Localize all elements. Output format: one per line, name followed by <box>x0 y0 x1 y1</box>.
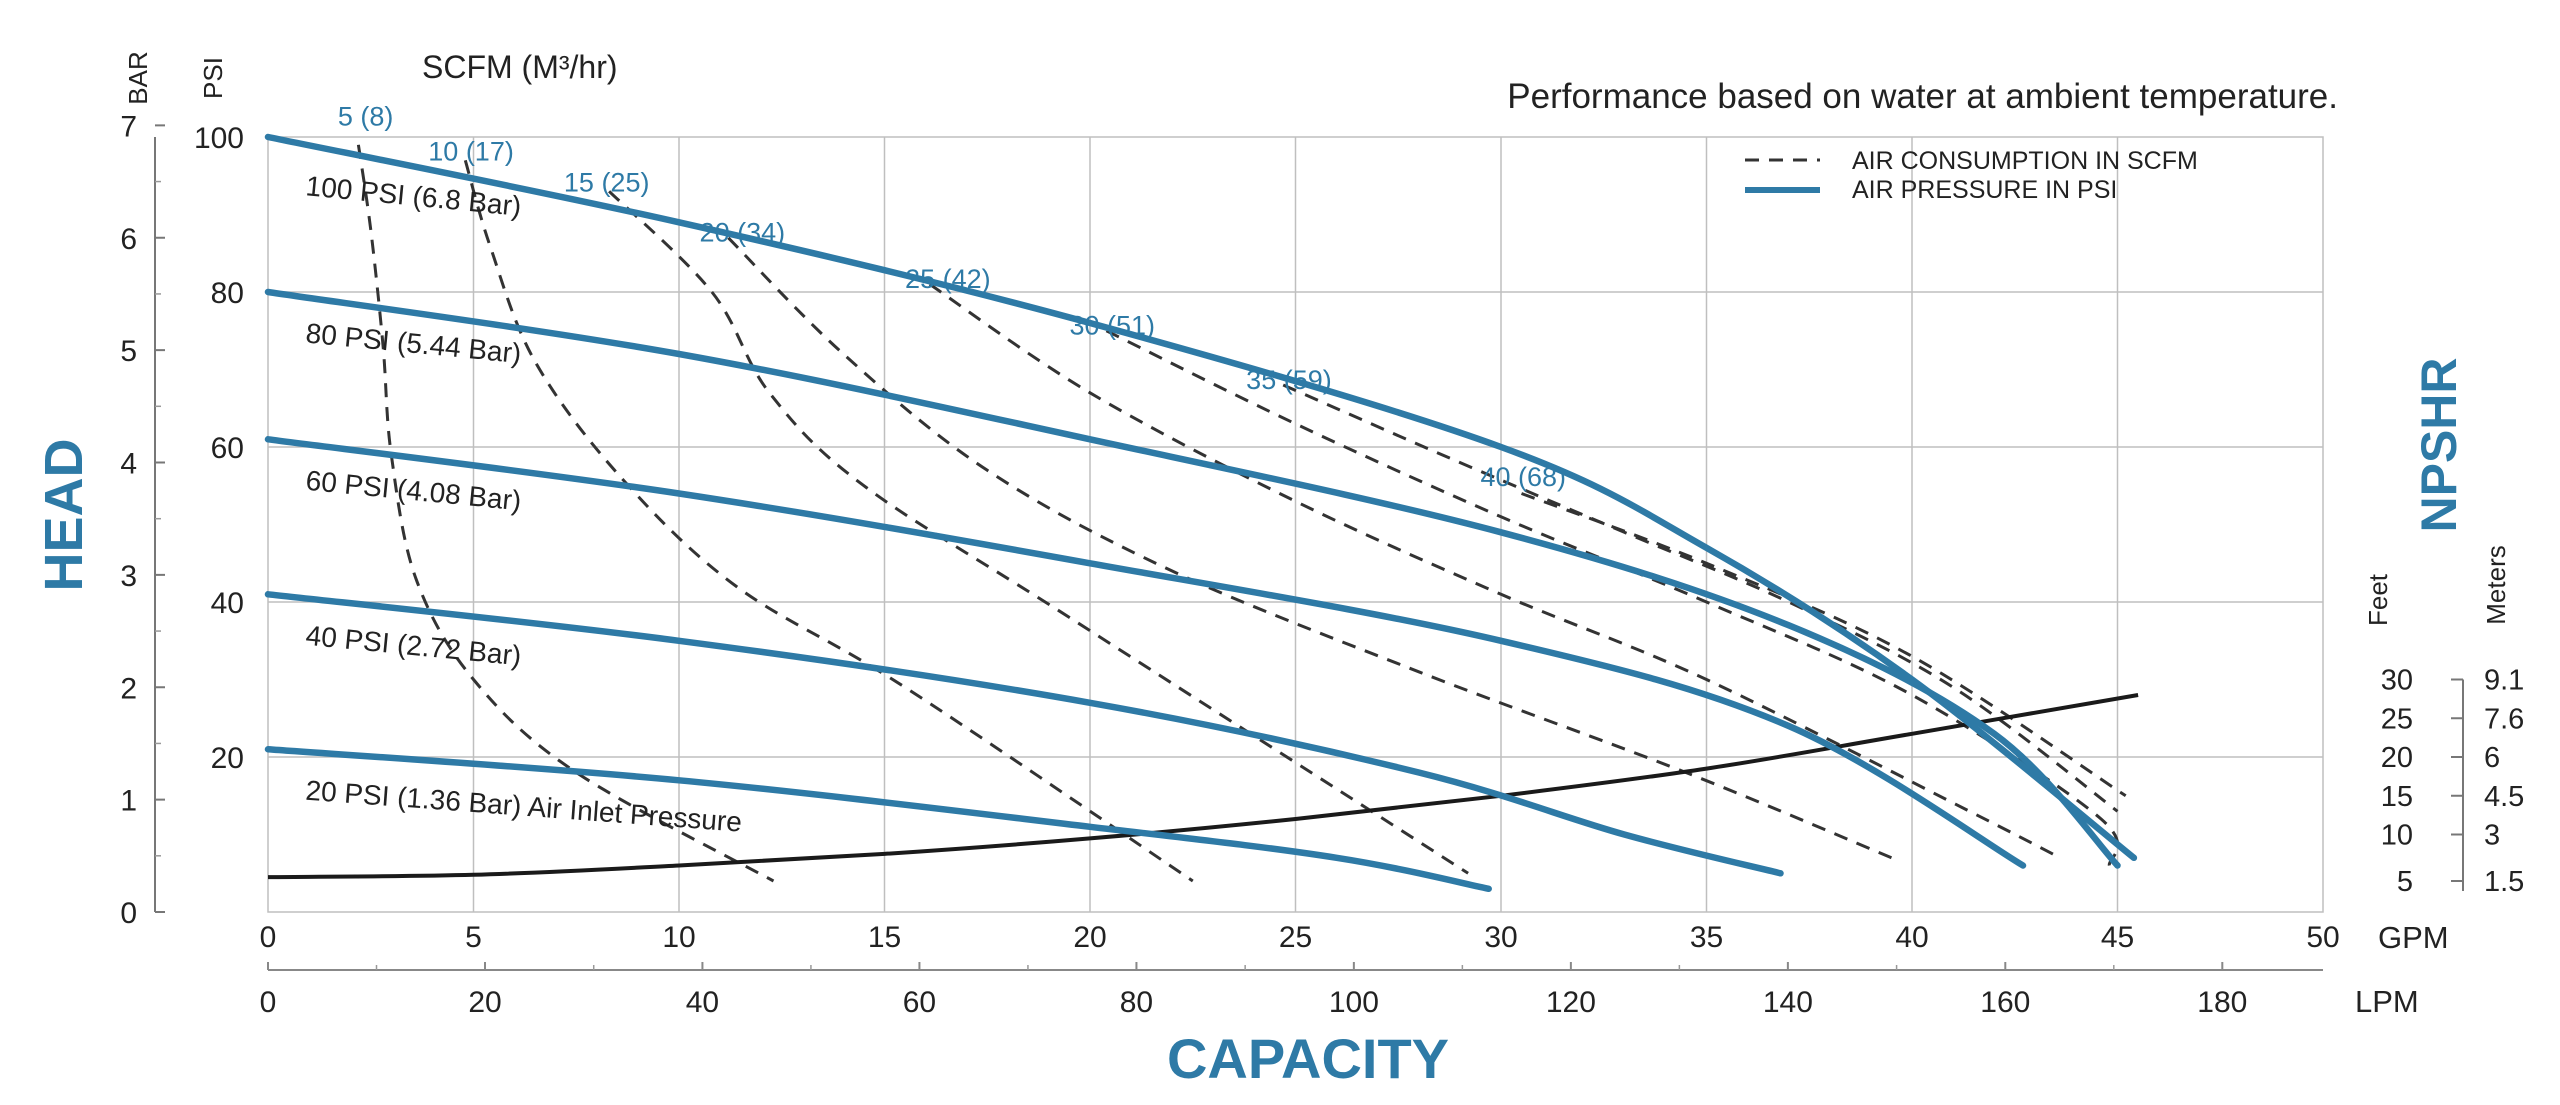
axis-layer <box>154 124 2464 971</box>
consumption-curve <box>1105 329 2120 866</box>
lpm-tick-label: 100 <box>1329 986 1379 1019</box>
pressure-curve-label: 60 PSI (4.08 Bar) <box>304 465 522 517</box>
lpm-unit-label: LPM <box>2355 984 2419 1019</box>
psi-tick-label: 100 <box>194 122 244 155</box>
bar-tick-label: 5 <box>120 335 137 368</box>
bar-tick-label: 4 <box>120 448 137 481</box>
gpm-tick-label: 35 <box>1690 921 1723 954</box>
consumption-curve <box>608 190 1469 875</box>
psi-tick-label: 40 <box>211 587 244 620</box>
lpm-tick-label: 60 <box>903 986 936 1019</box>
y-axis-title: HEAD <box>34 438 94 591</box>
pressure-curve-label: 20 PSI (1.36 Bar) Air Inlet Pressure <box>305 775 743 838</box>
consumption-curve-label: 35 (59) <box>1246 365 1332 395</box>
npshr-meters-label: 3 <box>2484 820 2500 852</box>
npshr-feet-label: 30 <box>2381 665 2413 697</box>
consumption-curve-label: 20 (34) <box>700 218 786 248</box>
lpm-tick-label: 80 <box>1120 986 1153 1019</box>
pressure-curve <box>264 746 1492 893</box>
gpm-tick-label: 30 <box>1484 921 1517 954</box>
scfm-header: SCFM (M³/hr) <box>422 49 618 85</box>
pressure-curve-label: 40 PSI (2.72 Bar) <box>304 620 522 672</box>
gpm-tick-label: 10 <box>662 921 695 954</box>
legend-label-consumption: AIR CONSUMPTION IN SCFM <box>1852 147 2198 175</box>
gpm-tick-label: 50 <box>2306 921 2339 954</box>
npshr-meters-unit: Meters <box>2481 545 2511 624</box>
legend: AIR CONSUMPTION IN SCFM AIR PRESSURE IN … <box>1745 147 2198 204</box>
lpm-tick-label: 120 <box>1546 986 1596 1019</box>
legend-label-pressure: AIR PRESSURE IN PSI <box>1852 176 2117 204</box>
pressure-curve <box>264 591 1784 877</box>
gpm-tick-label: 40 <box>1895 921 1928 954</box>
consumption-curve <box>1282 383 2119 813</box>
npshr-meters-label: 6 <box>2484 742 2500 774</box>
lpm-tick-label: 160 <box>1980 986 2030 1019</box>
consumption-curve <box>928 283 2061 860</box>
consumption-curve <box>356 144 775 883</box>
npshr-meters-label: 1.5 <box>2484 866 2524 898</box>
bar-tick-label: 2 <box>120 672 137 705</box>
gpm-unit-label: GPM <box>2378 920 2449 955</box>
bar-tick-label: 6 <box>120 223 137 256</box>
pressure-curve <box>264 288 2121 869</box>
npshr-feet-unit: Feet <box>2363 573 2393 626</box>
consumption-curve <box>463 159 1194 883</box>
gpm-tick-label: 20 <box>1073 921 1106 954</box>
pressure-curve <box>264 133 2138 862</box>
lpm-tick-label: 180 <box>2197 986 2247 1019</box>
consumption-curve <box>1520 492 2127 798</box>
pressure-curve <box>264 436 2027 869</box>
bar-tick-label: 7 <box>120 110 137 143</box>
npshr-meters-label: 4.5 <box>2484 781 2524 813</box>
plot-frame <box>267 136 2324 913</box>
gpm-tick-label: 25 <box>1279 921 1312 954</box>
npshr-meters-label: 9.1 <box>2484 665 2524 697</box>
lpm-tick-label: 140 <box>1763 986 1813 1019</box>
consumption-curve-label: 15 (25) <box>564 167 650 197</box>
pressure-curve-label: 100 PSI (6.8 Bar) <box>304 170 522 222</box>
bar-tick-label: 3 <box>120 560 137 593</box>
gpm-tick-label: 5 <box>465 921 482 954</box>
npshr-feet-label: 10 <box>2381 820 2413 852</box>
bar-tick-label: 0 <box>120 897 137 930</box>
npshr-curve <box>267 693 2139 880</box>
grid-layer <box>267 136 2324 913</box>
gpm-tick-label: 0 <box>260 921 277 954</box>
gpm-tick-label: 45 <box>2101 921 2134 954</box>
header-psi-unit: PSI <box>198 57 228 99</box>
consumption-curve-label: 25 (42) <box>905 264 991 294</box>
consumption-curve-label: 10 (17) <box>428 136 514 166</box>
npshr-feet-label: 15 <box>2381 781 2413 813</box>
gpm-tick-label: 15 <box>868 921 901 954</box>
npshr-feet-label: 25 <box>2381 703 2413 735</box>
performance-note: Performance based on water at ambient te… <box>1507 77 2338 116</box>
lpm-tick-label: 40 <box>686 986 719 1019</box>
curve-layer <box>264 133 2139 893</box>
lpm-tick-label: 0 <box>260 986 277 1019</box>
consumption-curve-label: 5 (8) <box>338 101 394 131</box>
x-axis-title: CAPACITY <box>1167 1027 1449 1090</box>
consumption-curve-label: 30 (51) <box>1069 311 1155 341</box>
npshr-feet-label: 5 <box>2397 866 2413 898</box>
bar-tick-label: 1 <box>120 785 137 818</box>
npshr-meters-label: 7.6 <box>2484 703 2524 735</box>
consumption-curve-label: 40 (68) <box>1480 462 1566 492</box>
consumption-curve <box>727 236 1893 860</box>
psi-tick-label: 20 <box>211 742 244 775</box>
psi-tick-label: 80 <box>211 277 244 310</box>
psi-tick-label: 60 <box>211 432 244 465</box>
header-bar-unit: BAR <box>123 51 153 104</box>
npshr-feet-label: 20 <box>2381 742 2413 774</box>
lpm-tick-label: 20 <box>468 986 501 1019</box>
npshr-title: NPSHR <box>2411 357 2467 532</box>
